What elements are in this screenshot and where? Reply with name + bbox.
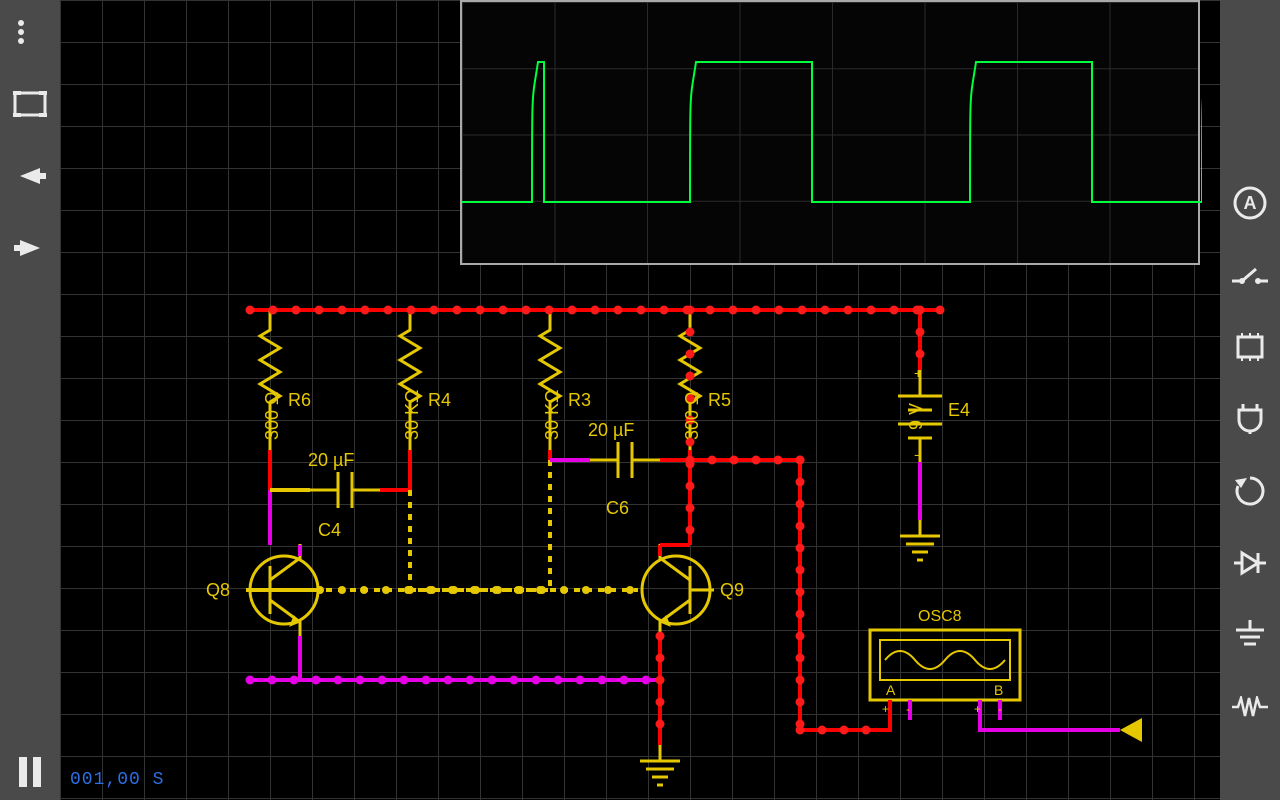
refresh-tool-icon[interactable]	[1226, 467, 1274, 515]
capacitor-C4[interactable]	[310, 472, 380, 508]
label-R5-value: 300 Ω	[682, 392, 703, 441]
ground-tool-icon[interactable]	[1226, 611, 1274, 659]
label-R5: R5	[708, 390, 731, 411]
chip-tool-icon[interactable]	[1226, 323, 1274, 371]
probe-arrow-icon	[1120, 718, 1142, 742]
right-toolbar: A	[1220, 0, 1280, 800]
label-OSC8-Am: -	[906, 702, 910, 716]
time-display: 001,00 S	[70, 770, 164, 790]
canvas[interactable]: + − 300 Ω R6	[60, 0, 1220, 800]
menu-button[interactable]	[6, 8, 54, 56]
label-Q8: Q8	[206, 580, 230, 601]
label-R4-value: 30 KΩ	[402, 390, 423, 440]
label-R3-value: 30 KΩ	[542, 390, 563, 440]
oscilloscope-tool-icon[interactable]	[1226, 683, 1274, 731]
label-C6: C6	[606, 498, 629, 519]
ground-main	[640, 745, 680, 785]
label-R3: R3	[568, 390, 591, 411]
label-R6-value: 300 Ω	[262, 392, 283, 441]
label-Q9: Q9	[720, 580, 744, 601]
switch-tool-icon[interactable]	[1226, 251, 1274, 299]
pause-button[interactable]	[6, 748, 54, 796]
redo-button[interactable]	[6, 224, 54, 272]
battery-plus: +	[914, 365, 922, 381]
label-OSC8-Ap: +	[882, 702, 889, 716]
svg-text:A: A	[1244, 193, 1257, 213]
scope-trace	[462, 2, 1202, 267]
label-C4: C4	[318, 520, 341, 541]
label-E4-value: 9 V	[906, 403, 927, 430]
label-OSC8: OSC8	[918, 608, 962, 626]
battery-minus: −	[914, 447, 922, 463]
oscilloscope-window[interactable]	[460, 0, 1200, 265]
label-R4: R4	[428, 390, 451, 411]
fullscreen-button[interactable]	[6, 80, 54, 128]
label-OSC8-A: A	[886, 682, 895, 698]
left-toolbar	[0, 0, 60, 800]
ammeter-tool-icon[interactable]: A	[1226, 179, 1274, 227]
diode-tool-icon[interactable]	[1226, 539, 1274, 587]
undo-button[interactable]	[6, 152, 54, 200]
plug-tool-icon[interactable]	[1226, 395, 1274, 443]
label-E4: E4	[948, 400, 970, 421]
capacitor-C6[interactable]	[590, 442, 660, 478]
solder-dots	[246, 306, 945, 735]
label-OSC8-Bm: -	[998, 702, 1002, 716]
label-OSC8-B: B	[994, 682, 1003, 698]
ground-E4	[900, 520, 940, 560]
label-C4-value: 20 µF	[308, 450, 354, 471]
label-OSC8-Bp: +	[974, 702, 981, 716]
label-R6: R6	[288, 390, 311, 411]
label-C6-value: 20 µF	[588, 420, 634, 441]
